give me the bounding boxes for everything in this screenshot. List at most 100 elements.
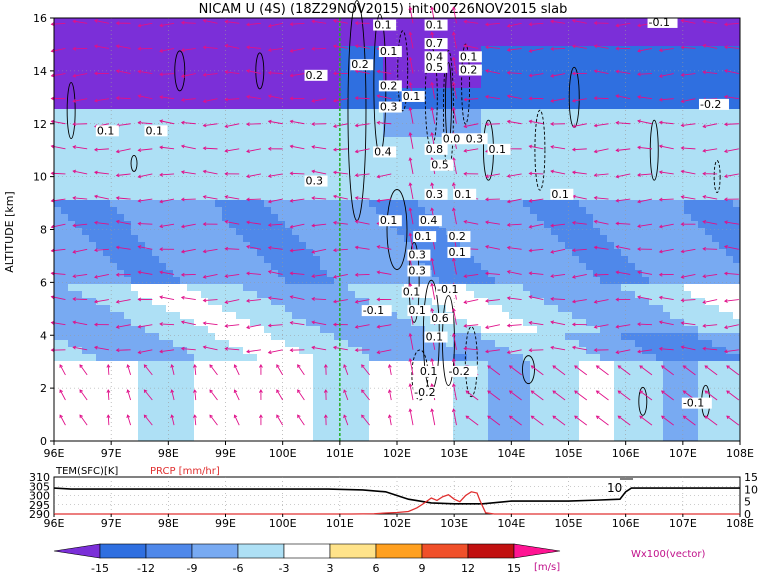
shade-cell — [579, 312, 586, 319]
shade-cell — [551, 431, 558, 438]
shade-cell — [306, 172, 313, 179]
shade-cell — [215, 32, 222, 39]
shade-cell — [341, 298, 348, 305]
shade-cell — [320, 326, 327, 333]
shade-cell — [138, 193, 145, 200]
shade-cell — [187, 179, 194, 186]
shade-cell — [285, 298, 292, 305]
shade-cell — [215, 46, 222, 53]
shade-cell — [530, 39, 537, 46]
shade-cell — [390, 67, 397, 74]
shade-cell — [236, 396, 243, 403]
shade-cell — [390, 333, 397, 340]
shade-cell — [481, 340, 488, 347]
shade-cell — [180, 200, 187, 207]
shade-cell — [376, 193, 383, 200]
shade-cell — [383, 88, 390, 95]
shade-cell — [117, 396, 124, 403]
shade-cell — [250, 340, 257, 347]
shade-cell — [215, 361, 222, 368]
shade-cell — [152, 305, 159, 312]
shade-cell — [572, 88, 579, 95]
shade-cell — [397, 256, 404, 263]
shade-cell — [194, 263, 201, 270]
shade-cell — [446, 116, 453, 123]
shade-cell — [467, 179, 474, 186]
shade-cell — [313, 382, 320, 389]
shade-cell — [523, 172, 530, 179]
shade-cell — [285, 326, 292, 333]
shade-cell — [383, 193, 390, 200]
shade-cell — [537, 284, 544, 291]
shade-cell — [215, 95, 222, 102]
shade-cell — [565, 32, 572, 39]
shade-cell — [103, 81, 110, 88]
shade-cell — [138, 130, 145, 137]
shade-cell — [376, 319, 383, 326]
shade-cell — [306, 438, 313, 441]
shade-cell — [75, 298, 82, 305]
shade-cell — [551, 165, 558, 172]
shade-cell — [327, 88, 334, 95]
shade-cell — [586, 46, 593, 53]
shade-cell — [523, 277, 530, 284]
shade-cell — [474, 298, 481, 305]
shade-cell — [110, 235, 117, 242]
shade-cell — [579, 298, 586, 305]
shade-cell — [607, 74, 614, 81]
shade-cell — [208, 151, 215, 158]
shade-cell — [180, 130, 187, 137]
shade-cell — [327, 186, 334, 193]
shade-cell — [390, 179, 397, 186]
shade-cell — [600, 375, 607, 382]
shade-cell — [110, 312, 117, 319]
shade-cell — [355, 438, 362, 441]
shade-cell — [159, 221, 166, 228]
shade-cell — [82, 417, 89, 424]
shade-cell — [404, 102, 411, 109]
shade-cell — [593, 431, 600, 438]
shade-cell — [117, 312, 124, 319]
shade-cell — [320, 403, 327, 410]
shade-cell — [278, 305, 285, 312]
shade-cell — [572, 410, 579, 417]
shade-cell — [537, 172, 544, 179]
shade-cell — [89, 228, 96, 235]
shade-cell — [145, 151, 152, 158]
shade-cell — [250, 389, 257, 396]
shade-cell — [306, 151, 313, 158]
shade-cell — [222, 116, 229, 123]
shade-cell — [320, 396, 327, 403]
shade-cell — [586, 67, 593, 74]
shade-cell — [544, 179, 551, 186]
shade-cell — [89, 354, 96, 361]
shade-cell — [467, 410, 474, 417]
shade-cell — [523, 165, 530, 172]
shade-cell — [229, 410, 236, 417]
shade-cell — [187, 67, 194, 74]
shade-cell — [152, 32, 159, 39]
shade-cell — [285, 263, 292, 270]
shade-cell — [537, 53, 544, 60]
shade-cell — [285, 81, 292, 88]
shade-cell — [152, 172, 159, 179]
shade-cell — [299, 256, 306, 263]
shade-cell — [166, 410, 173, 417]
shade-cell — [579, 270, 586, 277]
shade-cell — [82, 298, 89, 305]
shade-cell — [488, 438, 495, 441]
shade-cell — [215, 116, 222, 123]
shade-cell — [502, 95, 509, 102]
shade-cell — [89, 137, 96, 144]
shade-cell — [75, 277, 82, 284]
shade-cell — [348, 151, 355, 158]
shade-cell — [355, 130, 362, 137]
shade-cell — [306, 354, 313, 361]
shade-cell — [278, 151, 285, 158]
shade-cell — [502, 235, 509, 242]
shade-cell — [341, 172, 348, 179]
shade-cell — [390, 165, 397, 172]
shade-cell — [481, 417, 488, 424]
shade-cell — [537, 319, 544, 326]
shade-cell — [432, 438, 439, 441]
